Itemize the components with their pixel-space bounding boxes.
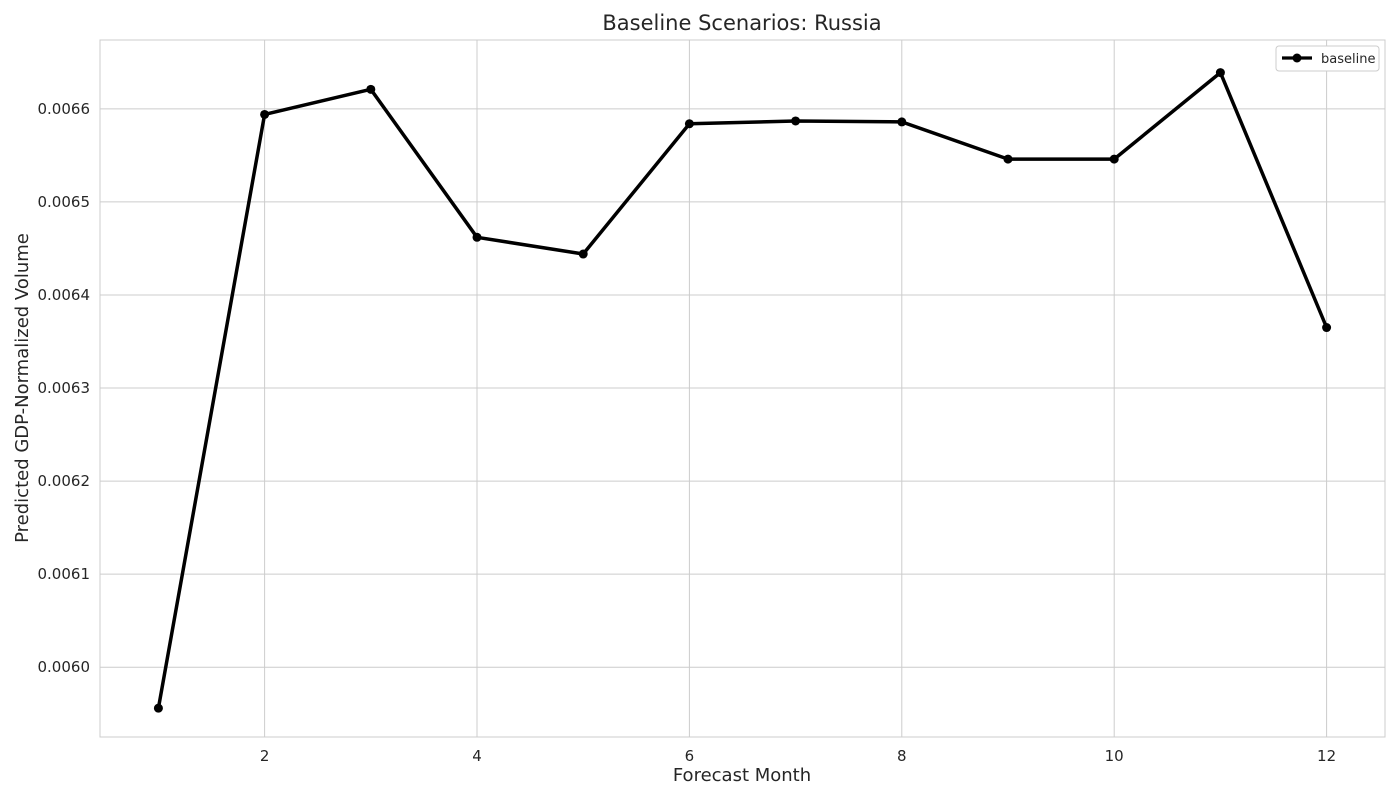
x-tick-label: 6 xyxy=(685,747,695,765)
y-tick-label: 0.0063 xyxy=(38,379,91,397)
chart-title: Baseline Scenarios: Russia xyxy=(602,11,881,35)
x-tick-label: 12 xyxy=(1317,747,1336,765)
legend-box xyxy=(1275,45,1380,72)
x-tick-label: 10 xyxy=(1105,747,1124,765)
y-tick-label: 0.0065 xyxy=(38,193,91,211)
grid xyxy=(100,40,1385,737)
x-tick-label: 2 xyxy=(260,747,270,765)
data-point xyxy=(1003,154,1013,164)
data-point xyxy=(791,116,801,126)
data-point xyxy=(897,117,907,127)
data-point xyxy=(260,109,270,119)
data-point xyxy=(153,703,163,713)
y-axis-label: Predicted GDP-Normalized Volume xyxy=(12,233,33,543)
data-point xyxy=(472,232,482,242)
legend: baseline xyxy=(1275,45,1380,72)
data-point xyxy=(578,249,588,259)
data-point xyxy=(1215,68,1225,78)
x-tick-label: 8 xyxy=(897,747,907,765)
y-tick-label: 0.0064 xyxy=(38,286,91,304)
data-point xyxy=(684,119,694,129)
x-tick-label: 4 xyxy=(472,747,482,765)
plot-frame xyxy=(99,39,1386,738)
x-axis-ticks: 2 4 6 8 10 12 xyxy=(260,747,1336,765)
y-tick-label: 0.0066 xyxy=(38,100,91,118)
data-point xyxy=(1109,154,1119,164)
legend-marker xyxy=(1292,53,1302,63)
y-axis-ticks: 0.0060 0.0061 0.0062 0.0063 0.0064 0.0065 0.00… xyxy=(38,100,91,676)
legend-label: baseline xyxy=(1321,52,1375,67)
y-tick-label: 0.0060 xyxy=(38,658,91,676)
data-point xyxy=(1322,323,1332,333)
x-axis-label: Forecast Month xyxy=(673,765,811,786)
series-line-baseline xyxy=(156,70,1329,710)
y-tick-label: 0.0062 xyxy=(38,472,91,490)
y-tick-label: 0.0061 xyxy=(38,565,91,583)
data-point xyxy=(366,84,376,94)
series-layer xyxy=(153,68,1332,713)
